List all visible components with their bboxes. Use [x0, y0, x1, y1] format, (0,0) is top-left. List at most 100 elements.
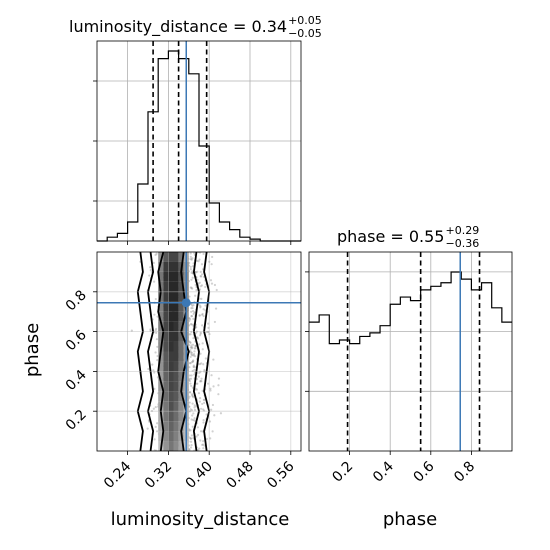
sample-point: [207, 322, 210, 325]
sample-point: [200, 380, 203, 383]
density-cell: [158, 271, 164, 282]
sample-point: [209, 387, 212, 390]
sample-point: [191, 346, 194, 349]
phase-title-upper: +0.29: [445, 224, 479, 237]
sample-point: [188, 405, 191, 408]
sample-point: [156, 345, 159, 348]
sample-point: [198, 314, 201, 317]
density-cell: [173, 391, 179, 402]
sample-point: [191, 287, 194, 290]
sample-point: [219, 412, 223, 415]
density-cell: [163, 261, 169, 272]
sample-point: [188, 295, 191, 298]
sample-point: [200, 407, 203, 410]
density-cell: [163, 431, 169, 442]
sample-point: [195, 325, 198, 329]
density-cell: [163, 311, 169, 322]
sample-point: [192, 354, 195, 357]
sample-point: [200, 263, 204, 266]
sample-point: [197, 392, 201, 395]
density-cell: [173, 252, 179, 262]
sample-point: [199, 305, 202, 308]
density-cell: [173, 331, 179, 342]
sample-point: [191, 306, 194, 310]
density-cell: [158, 252, 164, 262]
sample-point: [148, 274, 151, 277]
contour-right: [203, 252, 211, 451]
x-tick-label: 0.48: [223, 459, 256, 492]
density-cell: [178, 391, 184, 402]
sample-point: [146, 427, 149, 430]
sample-point: [191, 360, 194, 363]
density-cell: [168, 441, 174, 451]
density-cell: [158, 311, 164, 322]
density-cell: [173, 321, 179, 332]
sample-point: [153, 438, 156, 441]
sample-point: [198, 314, 201, 317]
sample-point: [194, 344, 197, 347]
sample-point: [190, 315, 193, 318]
sample-point: [209, 279, 213, 282]
sample-point: [211, 255, 214, 259]
sample-point: [195, 388, 199, 391]
sample-point: [190, 346, 193, 349]
sample-point: [189, 382, 192, 385]
density-cell: [158, 381, 164, 392]
sample-point: [191, 257, 194, 260]
sample-point: [202, 443, 205, 446]
sample-point: [152, 369, 155, 372]
contour-right: [192, 252, 200, 451]
density-cell: [158, 431, 164, 442]
density-cell: [178, 401, 184, 412]
sample-point: [201, 342, 204, 345]
density-cell: [178, 301, 184, 312]
density-cell: [178, 311, 184, 322]
sample-point: [198, 371, 201, 374]
sample-point: [191, 304, 194, 308]
sample-point: [149, 328, 152, 331]
sample-point: [199, 380, 202, 383]
density-cell: [163, 351, 169, 362]
sample-point: [193, 355, 197, 358]
density-cell: [178, 331, 184, 342]
x-axis-label-phase: phase: [383, 509, 437, 530]
sample-point: [189, 286, 192, 289]
sample-point: [203, 401, 206, 404]
sample-point: [195, 382, 198, 385]
sample-point: [193, 368, 196, 371]
sample-point: [188, 366, 191, 369]
density-cell: [168, 351, 174, 362]
sample-point: [193, 311, 196, 314]
sample-point: [198, 343, 201, 346]
sample-point: [192, 317, 195, 320]
sample-point: [155, 430, 159, 433]
sample-point: [188, 317, 191, 320]
sample-point: [213, 320, 217, 324]
sample-point: [198, 400, 201, 403]
sample-point: [190, 344, 193, 347]
sample-point: [191, 402, 194, 405]
sample-point: [198, 447, 201, 450]
density-cell: [168, 252, 174, 262]
sample-point: [193, 408, 197, 411]
sample-point: [205, 413, 208, 416]
sample-point: [190, 347, 193, 350]
sample-point: [188, 436, 191, 439]
phase-histogram-line: [309, 271, 512, 345]
sample-point: [188, 395, 191, 398]
sample-point: [190, 271, 193, 274]
sample-point: [202, 314, 205, 318]
density-cell: [173, 361, 179, 372]
sample-point: [199, 285, 202, 288]
sample-point: [191, 265, 195, 268]
sample-point: [199, 439, 202, 442]
density-cell: [163, 301, 169, 312]
density-cell: [168, 401, 174, 412]
joint-plot-area: [130, 252, 223, 451]
joint-distribution-panel: 0.24 0.32 0.40 0.48 0.56 0.2 0.4 0.6 0.8: [63, 251, 302, 492]
sample-point: [192, 418, 195, 422]
sample-point: [190, 353, 193, 357]
sample-point: [201, 312, 204, 316]
sample-point: [200, 273, 204, 276]
